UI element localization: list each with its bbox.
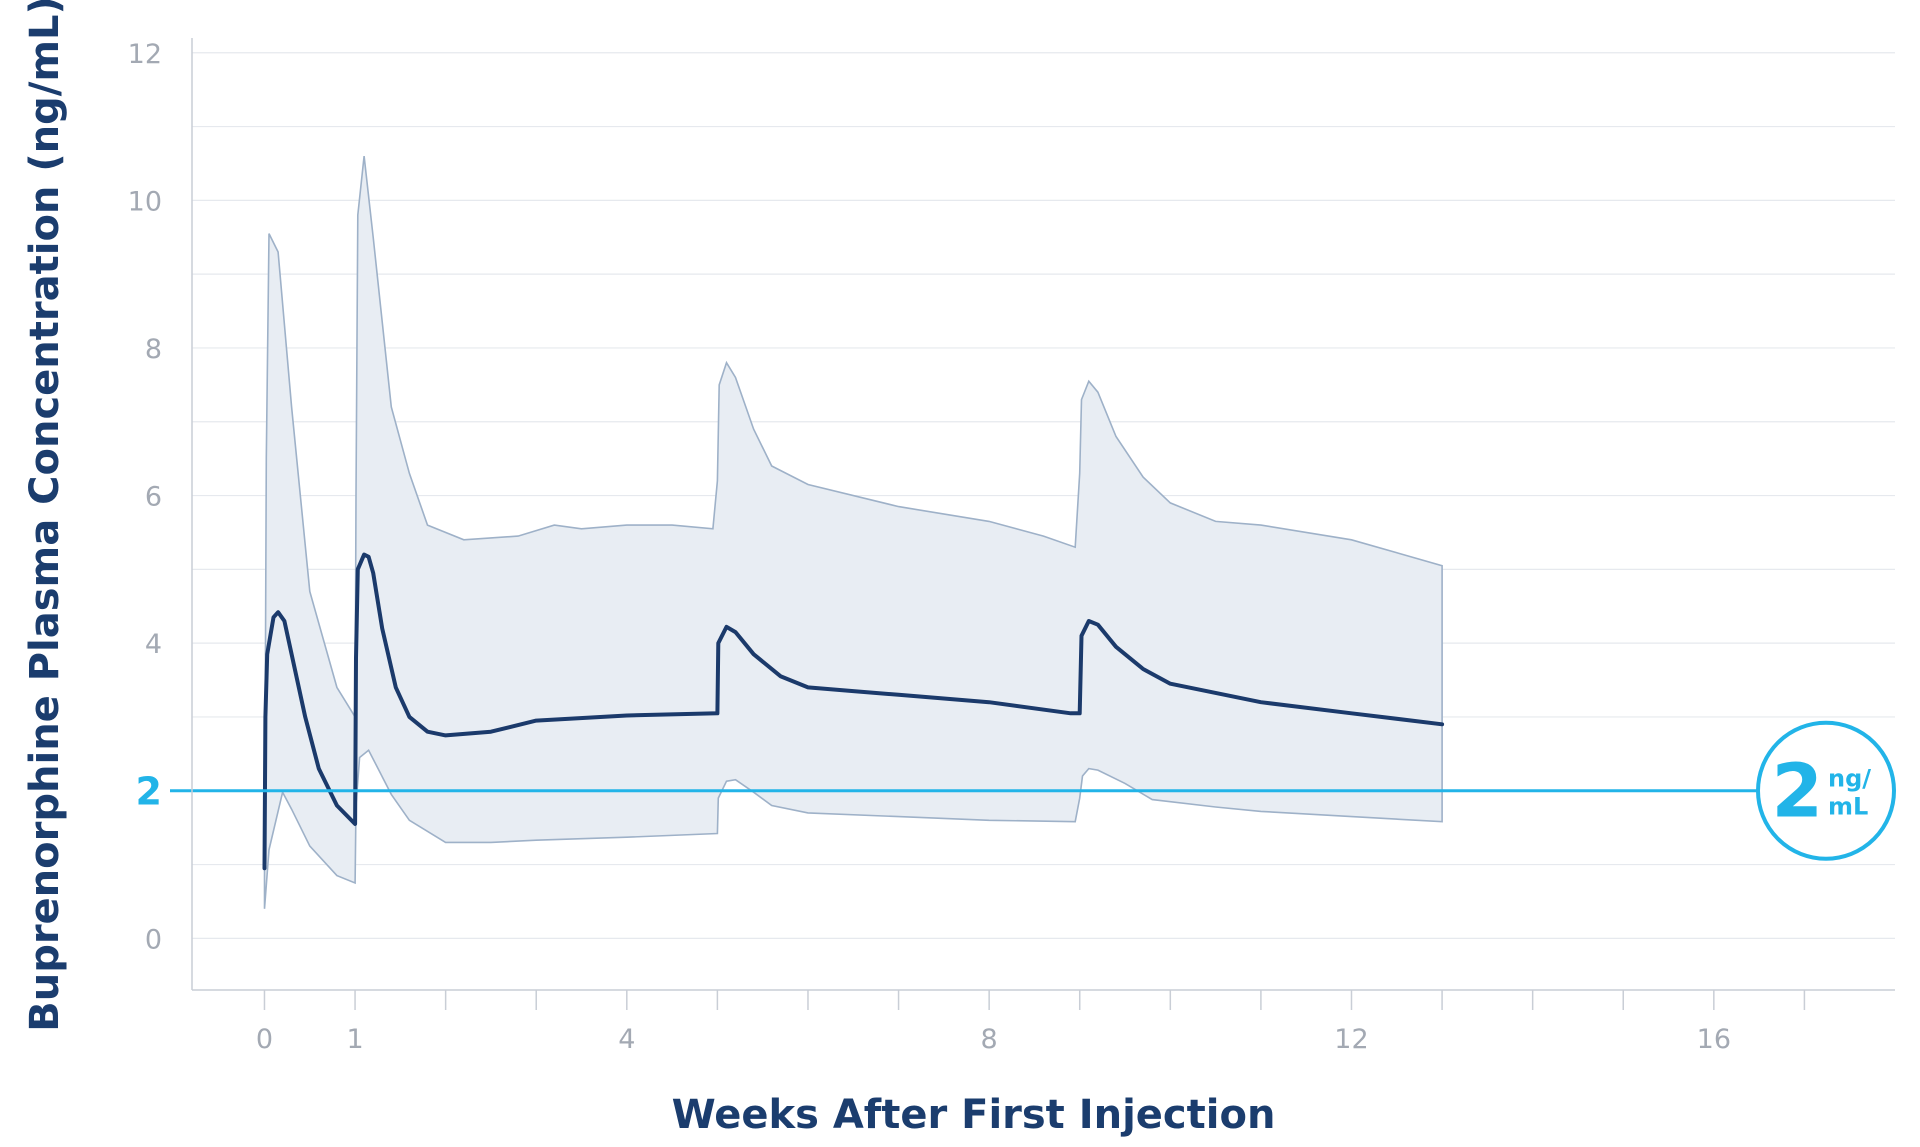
x-axis-title: Weeks After First Injection [672, 1092, 1276, 1138]
reference-axis-label: 2 [136, 770, 162, 814]
x-tick-label: 0 [256, 1024, 273, 1055]
y-tick-label: 12 [128, 39, 162, 70]
series-layer [262, 552, 1445, 871]
y-tick-label: 10 [128, 186, 162, 217]
badge-value: 2 [1772, 749, 1824, 835]
median-line [262, 552, 1445, 871]
badge-unit-top: ng/ [1828, 765, 1871, 793]
x-tick-label: 1 [346, 1024, 363, 1055]
badge-unit-bottom: mL [1828, 793, 1868, 821]
x-tick-label: 4 [618, 1024, 635, 1055]
y-axis-title: Buprenorphine Plasma Concentration (ng/m… [22, 0, 68, 1032]
y-tick-label: 4 [145, 629, 162, 660]
variability-band [263, 156, 1443, 909]
band-layer [263, 156, 1443, 909]
y-tick-label: 6 [145, 482, 162, 513]
reference-layer: 2 2 ng/mL [136, 720, 1896, 861]
reference-badge [1756, 720, 1896, 861]
axis-layer: 0 4 6 8 10 12 0 1 4 8 12 16 [128, 38, 1895, 1055]
x-tick-label: 8 [981, 1024, 998, 1055]
y-tick-label: 8 [145, 334, 162, 365]
x-tick-label: 16 [1697, 1024, 1731, 1055]
y-tick-label: 0 [145, 924, 162, 955]
x-tick-label: 12 [1334, 1024, 1368, 1055]
